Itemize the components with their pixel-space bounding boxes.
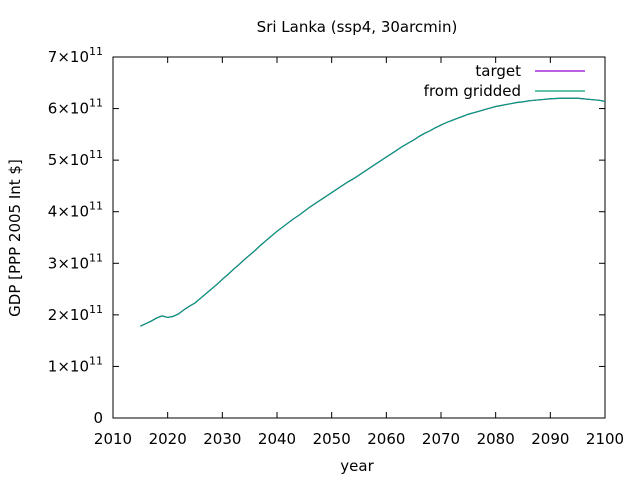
y-tick-label: 3×1011 — [48, 251, 103, 272]
y-tick-label: 7×1011 — [48, 45, 103, 66]
legend: target from gridded — [424, 62, 585, 100]
x-tick-label: 2090 — [531, 430, 569, 448]
x-tick-label: 2020 — [149, 430, 187, 448]
y-tick-label: 5×1011 — [48, 148, 103, 169]
legend-label: target — [475, 62, 521, 80]
x-tick-label: 2080 — [477, 430, 515, 448]
x-tick-label: 2050 — [313, 430, 351, 448]
y-tick-label: 6×1011 — [48, 97, 103, 118]
x-tick-label: 2010 — [94, 430, 132, 448]
x-tick-label: 2060 — [367, 430, 405, 448]
x-tick-label: 2070 — [422, 430, 460, 448]
y-tick-label: 2×1011 — [48, 303, 103, 324]
x-tick-label: 2040 — [258, 430, 296, 448]
x-axis-ticks: 2010 2020 2030 2040 2050 2060 2070 2080 2090 2100 — [94, 57, 624, 448]
series-layer — [140, 97, 606, 327]
series-line-target — [140, 97, 606, 327]
y-tick-label: 1×1011 — [48, 354, 103, 375]
x-tick-label: 2030 — [203, 430, 241, 448]
y-axis-label: GDP [PPP 2005 Int $] — [6, 159, 24, 317]
y-tick-label: 0 — [93, 409, 103, 427]
legend-label: from gridded — [424, 82, 521, 100]
chart-title: Sri Lanka (ssp4, 30arcmin) — [257, 18, 458, 36]
plot-frame — [112, 56, 606, 419]
series-line-from-gridded — [140, 97, 606, 327]
y-tick-label: 4×1011 — [48, 200, 103, 221]
x-axis-label: year — [340, 457, 374, 475]
x-tick-label: 2100 — [586, 430, 624, 448]
y-axis-ticks: 0 1×1011 2×1011 3×1011 4×1011 5×1011 6×1011 7×1… — [48, 45, 605, 427]
